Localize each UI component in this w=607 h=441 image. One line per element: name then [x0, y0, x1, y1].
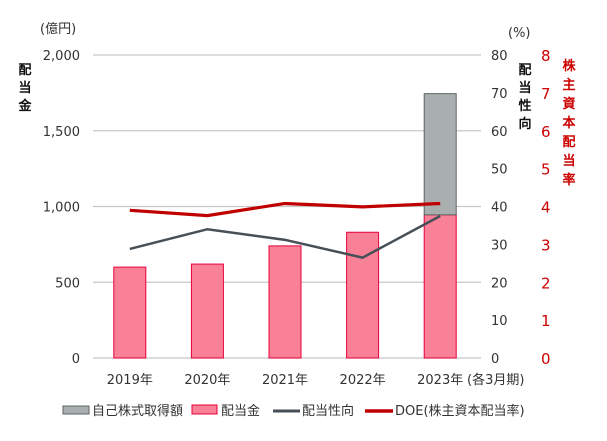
doe-tick-label: 1 [541, 312, 551, 330]
x-tick-label: 2021年 [262, 373, 308, 388]
right-tick-label: 30 [491, 238, 508, 253]
bar-dividend [423, 214, 457, 359]
right-tick-label: 80 [491, 49, 508, 64]
left-axis-label: 金 [17, 98, 32, 114]
right-axis-label: 配 [518, 63, 531, 78]
left-tick-label: 0 [72, 352, 80, 367]
left-tick-label: 1,500 [43, 125, 80, 140]
left-tick-label: 2,000 [43, 49, 80, 64]
legend-label-doe: DOE(株主資本配当率) [395, 403, 525, 419]
left-tick-label: 500 [55, 276, 80, 291]
right-tick-label: 50 [491, 163, 508, 178]
doe-tick-label: 3 [541, 236, 551, 254]
doe-tick-label: 4 [541, 199, 551, 217]
x-tick-label: 2023年 [417, 373, 463, 388]
doe-axis-label: 配 [562, 135, 575, 150]
doe-axis-label: 株 [562, 58, 576, 74]
legend-label-dividend: 配当金 [221, 403, 260, 419]
x-tick-label: 2022年 [340, 373, 386, 388]
doe-axis-label: 率 [562, 172, 575, 188]
legend-label-buyback: 自己株式取得額 [92, 403, 183, 419]
line-doe [129, 201, 441, 218]
right-axis-label: 性 [518, 98, 531, 114]
doe-axis-label: 当 [562, 153, 575, 169]
doe-axis-label: 資 [562, 96, 575, 112]
x-tick-label: 2019年 [107, 373, 153, 388]
legend-swatch-dividend [191, 404, 218, 415]
doe-tick-label: 2 [541, 274, 551, 292]
bar-dividend [113, 266, 147, 359]
right-tick-label: 70 [491, 87, 508, 102]
legend-label-payout: 配当性向 [302, 403, 354, 419]
left-axis-unit: (億円) [40, 21, 76, 37]
left-tick-label: 1,000 [43, 201, 80, 216]
line-payout-ratio [129, 214, 441, 259]
bar-dividend [190, 263, 224, 359]
right-tick-label: 20 [491, 276, 508, 291]
bar-buyback [423, 93, 457, 216]
doe-tick-label: 6 [541, 123, 551, 141]
doe-tick-label: 7 [541, 85, 551, 103]
doe-tick-label: 0 [541, 350, 551, 368]
doe-axis-label: 本 [562, 115, 575, 131]
right-tick-label: 60 [491, 125, 508, 140]
right-tick-label: 0 [491, 352, 499, 367]
right-axis-unit: (%) [508, 26, 531, 41]
right-axis-label: 当 [518, 80, 531, 96]
doe-axis-label: 主 [562, 77, 575, 93]
legend-swatch-buyback [62, 405, 90, 415]
bar-dividend [268, 245, 302, 359]
left-axis-label: 配 [18, 63, 31, 78]
period-note: (各3月期) [467, 372, 524, 388]
right-axis-label: 向 [518, 116, 531, 132]
x-tick-label: 2020年 [184, 373, 230, 388]
right-tick-label: 10 [491, 314, 508, 329]
right-tick-label: 40 [491, 201, 508, 216]
left-axis-label: 当 [18, 80, 31, 96]
doe-tick-label: 8 [541, 47, 551, 65]
doe-tick-label: 5 [541, 161, 551, 179]
